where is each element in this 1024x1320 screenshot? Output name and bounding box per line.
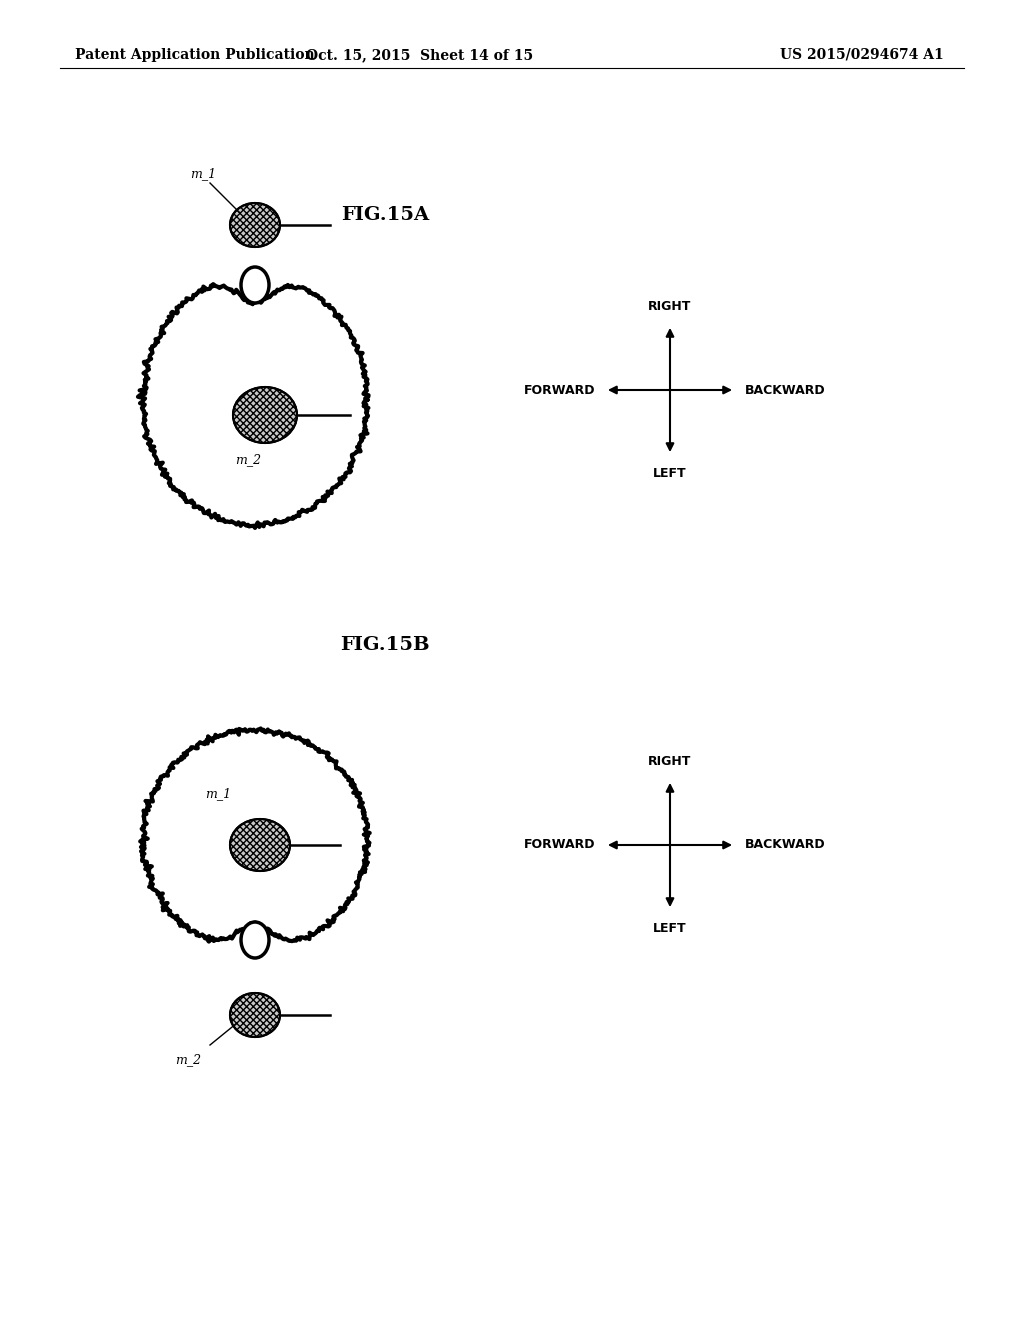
Text: m_1: m_1 [190, 168, 216, 180]
Text: m_2: m_2 [234, 453, 261, 466]
Ellipse shape [241, 267, 269, 304]
Ellipse shape [230, 203, 280, 247]
Ellipse shape [230, 993, 280, 1038]
Text: BACKWARD: BACKWARD [745, 838, 825, 851]
Ellipse shape [233, 387, 297, 444]
Text: LEFT: LEFT [653, 921, 687, 935]
Text: FORWARD: FORWARD [523, 384, 595, 396]
Text: FORWARD: FORWARD [523, 838, 595, 851]
Text: m_1: m_1 [205, 787, 231, 800]
Ellipse shape [241, 921, 269, 958]
Text: RIGHT: RIGHT [648, 755, 691, 768]
Text: Patent Application Publication: Patent Application Publication [75, 48, 314, 62]
Text: LEFT: LEFT [653, 467, 687, 480]
Ellipse shape [230, 818, 290, 871]
Text: FIG.15B: FIG.15B [340, 636, 430, 653]
Text: US 2015/0294674 A1: US 2015/0294674 A1 [780, 48, 944, 62]
Text: Oct. 15, 2015  Sheet 14 of 15: Oct. 15, 2015 Sheet 14 of 15 [306, 48, 534, 62]
Text: m_2: m_2 [175, 1053, 201, 1067]
Text: RIGHT: RIGHT [648, 300, 691, 313]
Text: BACKWARD: BACKWARD [745, 384, 825, 396]
Text: FIG.15A: FIG.15A [341, 206, 429, 224]
